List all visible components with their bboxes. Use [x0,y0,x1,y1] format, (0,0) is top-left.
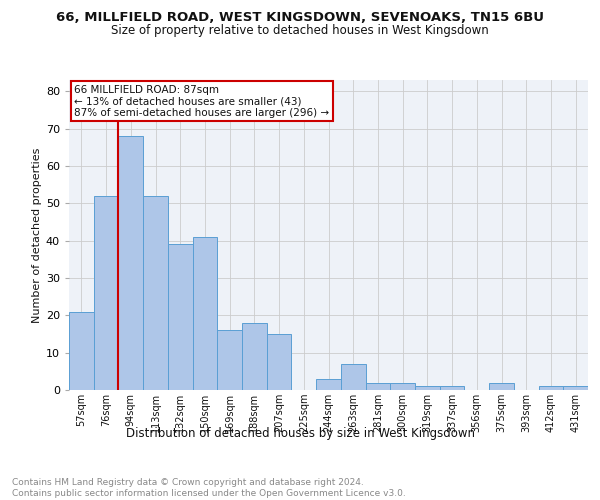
Text: 66 MILLFIELD ROAD: 87sqm
← 13% of detached houses are smaller (43)
87% of semi-d: 66 MILLFIELD ROAD: 87sqm ← 13% of detach… [74,84,329,118]
Bar [193,237,217,390]
Bar [365,382,390,390]
Bar [168,244,193,390]
Bar [341,364,365,390]
Bar [69,312,94,390]
Bar [316,379,341,390]
Bar [143,196,168,390]
Bar [539,386,563,390]
Bar [390,382,415,390]
Bar [118,136,143,390]
Bar [415,386,440,390]
Bar [217,330,242,390]
Text: Contains HM Land Registry data © Crown copyright and database right 2024.
Contai: Contains HM Land Registry data © Crown c… [12,478,406,498]
Bar [267,334,292,390]
Bar [489,382,514,390]
Bar [242,323,267,390]
Text: 66, MILLFIELD ROAD, WEST KINGSDOWN, SEVENOAKS, TN15 6BU: 66, MILLFIELD ROAD, WEST KINGSDOWN, SEVE… [56,11,544,24]
Bar [440,386,464,390]
Y-axis label: Number of detached properties: Number of detached properties [32,148,41,322]
Bar [94,196,118,390]
Bar [563,386,588,390]
Text: Distribution of detached houses by size in West Kingsdown: Distribution of detached houses by size … [125,428,475,440]
Text: Size of property relative to detached houses in West Kingsdown: Size of property relative to detached ho… [111,24,489,37]
